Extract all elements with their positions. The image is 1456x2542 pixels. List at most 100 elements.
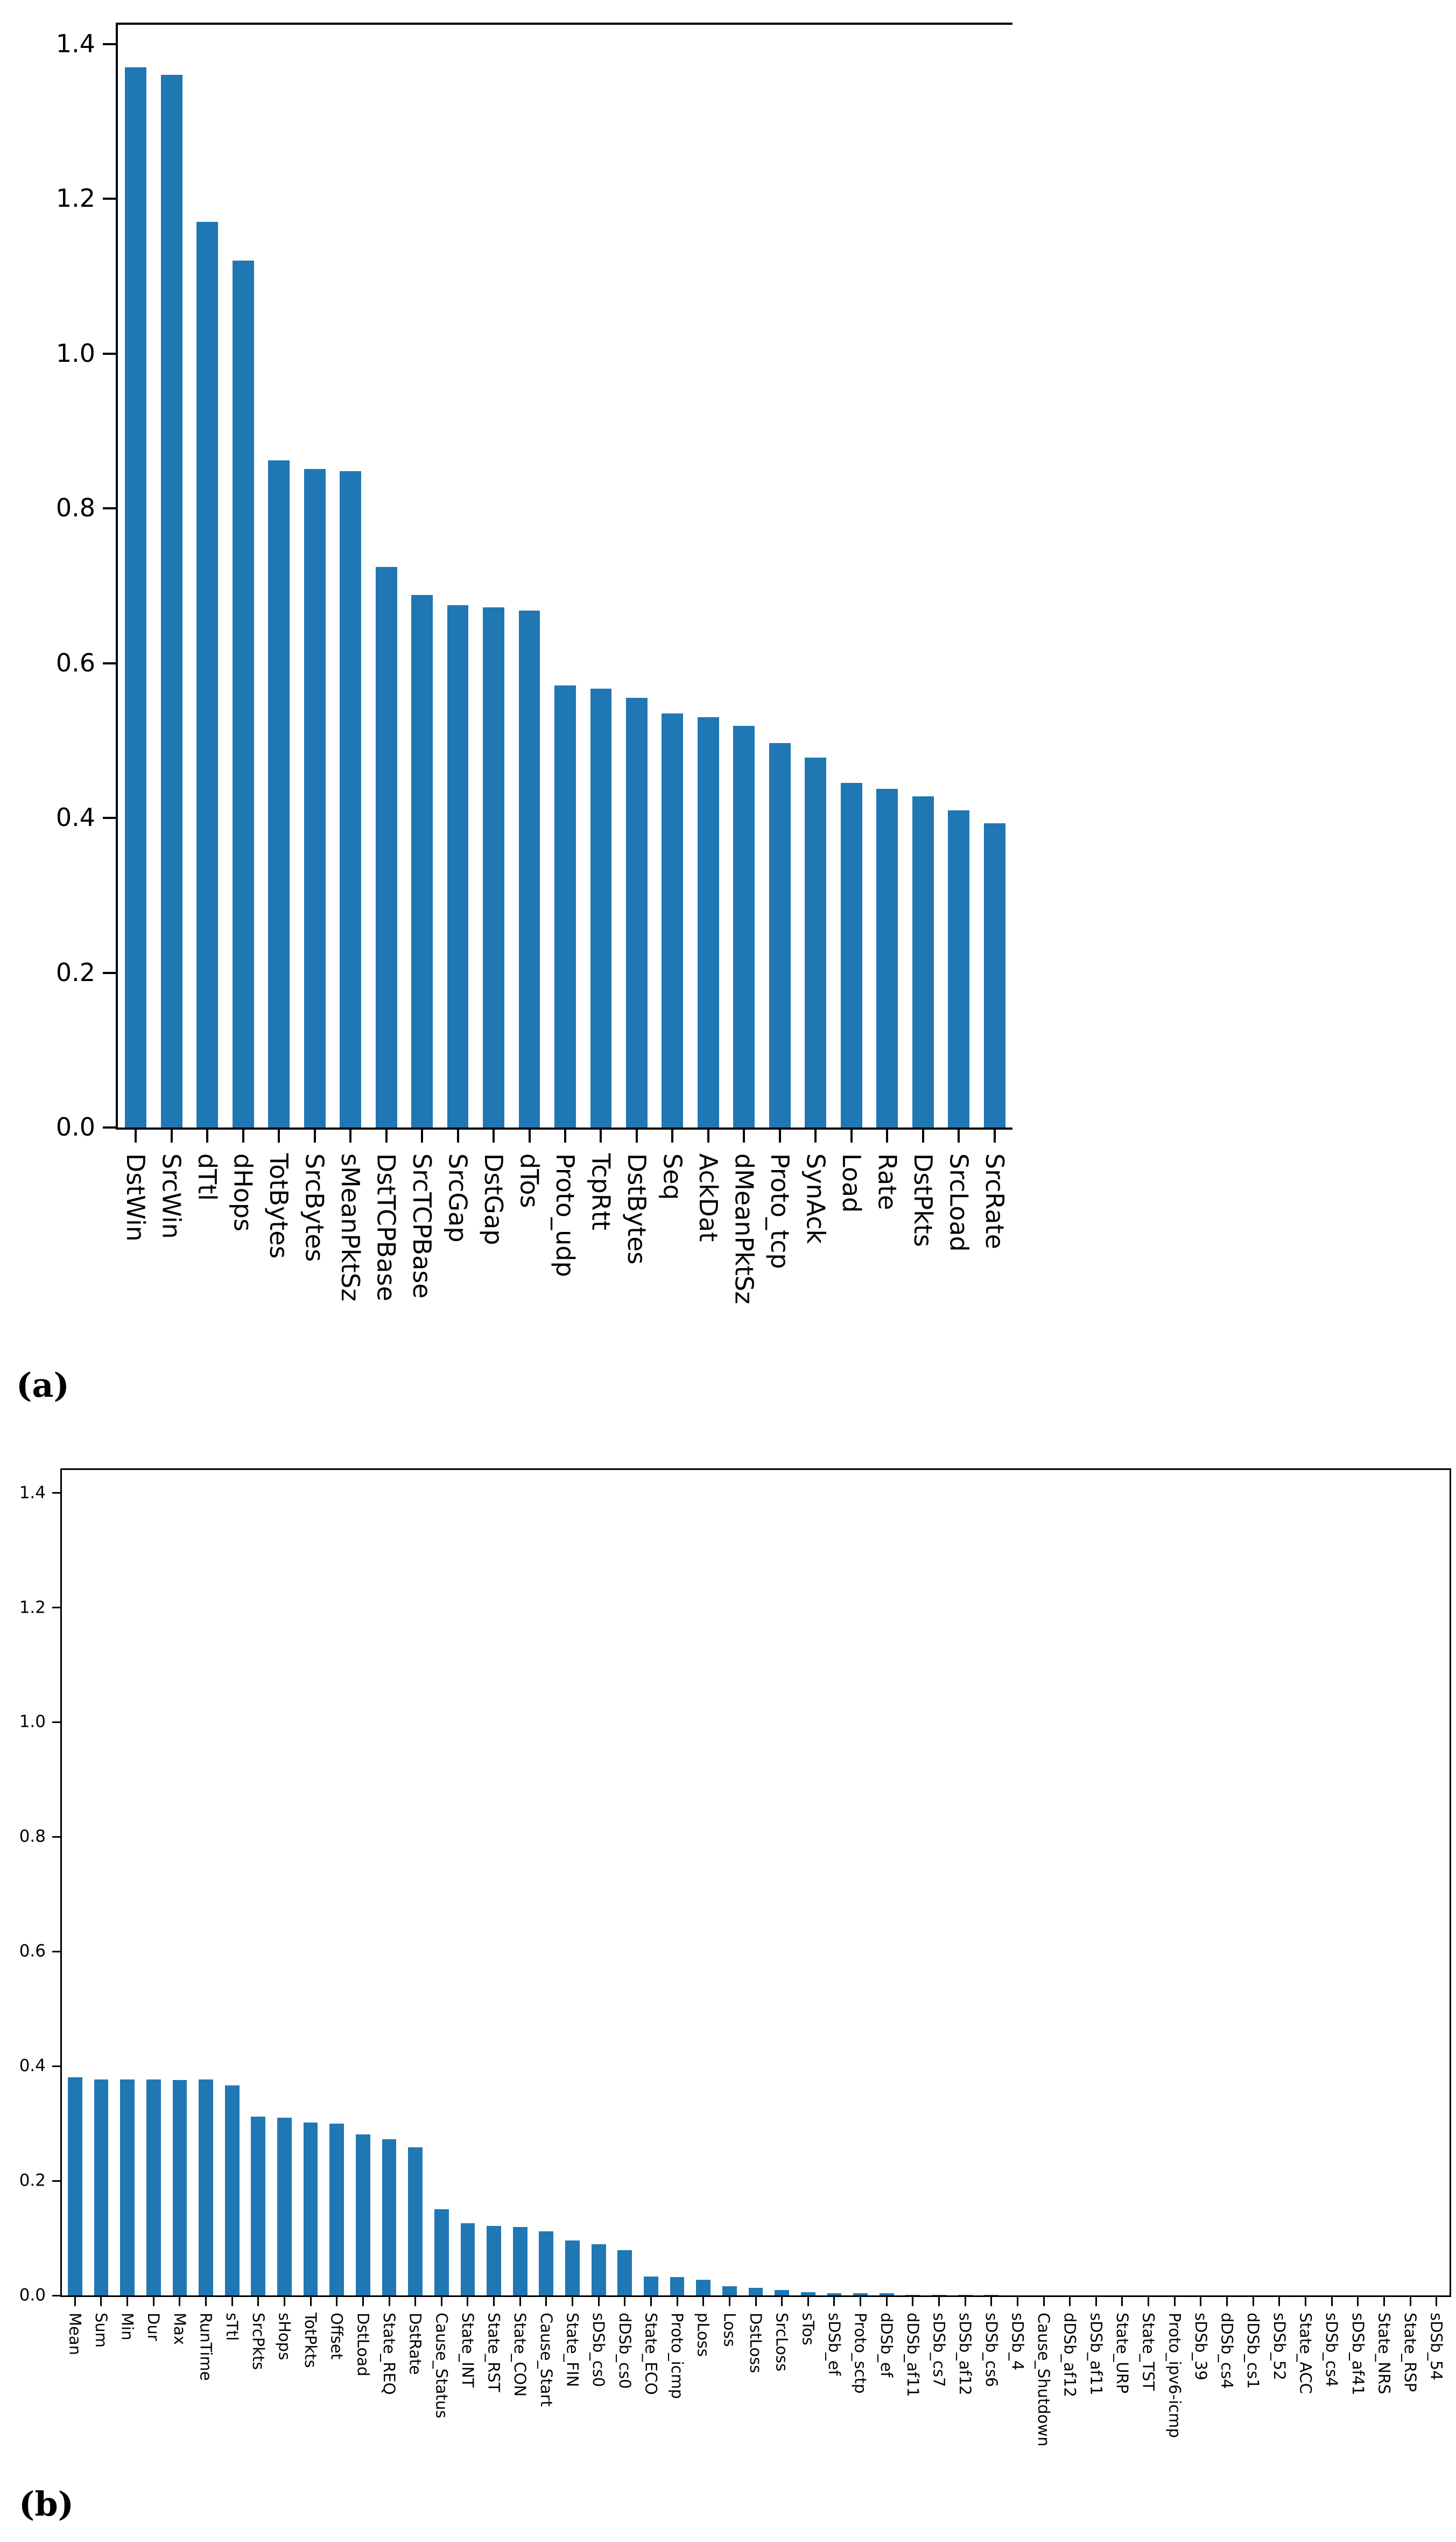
y-tick — [52, 1836, 60, 1838]
x-tick — [179, 2297, 181, 2306]
x-tick — [755, 2297, 757, 2306]
bar-sHops — [277, 2117, 292, 2295]
x-tick — [1383, 2297, 1385, 2306]
bar-Proto_sctp — [853, 2293, 868, 2295]
x-tick-label: Dur — [144, 2313, 163, 2341]
x-tick — [676, 2297, 678, 2306]
x-tick — [493, 2297, 495, 2306]
x-tick — [135, 1130, 137, 1143]
y-tick-label: 1.2 — [55, 184, 95, 213]
x-tick-label: DstLoad — [354, 2313, 372, 2377]
x-tick — [388, 2297, 390, 2306]
bar-SynAck — [805, 758, 827, 1128]
bar-Cause_Start — [539, 2231, 554, 2295]
x-tick — [152, 2297, 154, 2306]
x-tick — [242, 1130, 244, 1143]
y-tick-label: 1.4 — [55, 29, 95, 58]
x-tick-label: State_REQ — [380, 2313, 399, 2395]
x-tick-label: State_NRS — [1375, 2313, 1394, 2394]
x-tick-label: State_URP — [1113, 2313, 1131, 2394]
x-tick-label: SrcLoad — [944, 1153, 974, 1252]
bar-dTtl — [196, 222, 219, 1128]
bar-SrcLoss — [775, 2290, 789, 2295]
x-tick — [572, 2297, 573, 2306]
x-tick — [1043, 2297, 1045, 2306]
bar-State_REQ — [382, 2139, 397, 2295]
x-tick — [912, 2297, 914, 2306]
x-tick — [850, 1130, 853, 1143]
bar-Max — [172, 2079, 187, 2295]
x-tick — [958, 1130, 960, 1143]
x-tick-label: dDSb_af12 — [1060, 2313, 1079, 2397]
bar-TcpRtt — [590, 689, 612, 1128]
y-tick-label: 1.2 — [19, 1597, 46, 1617]
x-tick-label: TcpRtt — [586, 1153, 616, 1230]
caption-a: (a) — [16, 1365, 69, 1405]
x-tick — [519, 2297, 521, 2306]
y-tick — [103, 507, 116, 510]
bar-pLoss — [696, 2280, 711, 2295]
bar-AckDat — [697, 717, 719, 1128]
x-tick-label: dHops — [228, 1153, 258, 1232]
x-tick-label: SrcPkts — [249, 2313, 268, 2370]
x-tick-label: DstPkts — [908, 1153, 938, 1247]
bar-Rate — [876, 788, 898, 1128]
bar-Min — [120, 2079, 135, 2295]
x-tick-label: Min — [118, 2313, 137, 2341]
bar-Proto_icmp — [670, 2277, 685, 2295]
x-tick — [456, 1130, 459, 1143]
y-tick — [52, 2065, 60, 2067]
bar-SrcLoad — [948, 810, 970, 1128]
x-tick-label: AckDat — [693, 1153, 723, 1242]
bar-Proto_udp — [554, 685, 576, 1128]
x-tick-label: DstBytes — [622, 1153, 651, 1265]
x-tick — [283, 2297, 285, 2306]
x-tick — [545, 2297, 547, 2306]
x-tick-label: Proto_ipv6-icmp — [1165, 2313, 1184, 2438]
bar-DstLoad — [356, 2134, 370, 2295]
x-tick — [1095, 2297, 1097, 2306]
x-tick-label: TotBytes — [264, 1153, 294, 1259]
x-tick-label: Cause_Start — [537, 2313, 555, 2407]
x-tick-label: Sum — [92, 2313, 110, 2348]
x-tick — [807, 2297, 809, 2306]
y-tick-label: 0.8 — [19, 1826, 46, 1846]
x-tick — [922, 1130, 924, 1143]
x-tick — [600, 1130, 602, 1143]
x-tick — [257, 2297, 259, 2306]
y-tick-label: 0.8 — [55, 493, 95, 523]
x-tick-label: DstGap — [479, 1153, 509, 1245]
x-tick-label: sDSb_4 — [1008, 2313, 1027, 2371]
x-tick-label: dDSb_cs0 — [615, 2313, 634, 2389]
x-tick-label: Proto_tcp — [765, 1153, 794, 1269]
y-tick — [103, 198, 116, 200]
y-tick — [103, 662, 116, 664]
x-tick — [74, 2297, 76, 2306]
bar-State_ECO — [644, 2276, 658, 2295]
y-tick-label: 1.0 — [19, 1712, 46, 1732]
y-tick — [103, 43, 116, 45]
x-tick-label: SrcTCPBase — [407, 1153, 437, 1299]
x-tick-label: dDSb_cs1 — [1244, 2313, 1263, 2389]
x-tick — [349, 1130, 352, 1143]
x-tick-label: Offset — [327, 2313, 346, 2360]
bar-State_CON — [512, 2227, 527, 2295]
y-tick — [103, 352, 116, 355]
x-tick-label: DstLoss — [747, 2313, 765, 2373]
x-tick — [414, 2297, 417, 2306]
x-tick — [1357, 2297, 1359, 2306]
x-tick-label: Cause_Shutdown — [1035, 2313, 1053, 2447]
x-tick-label: SrcLoss — [772, 2313, 791, 2372]
x-tick-label: dTtl — [193, 1153, 222, 1201]
bar-Proto_tcp — [769, 743, 791, 1128]
x-tick — [1278, 2297, 1281, 2306]
bar-RunTime — [199, 2079, 213, 2295]
x-tick — [743, 1130, 745, 1143]
y-tick-label: 0.4 — [55, 803, 95, 832]
x-tick-label: Max — [170, 2313, 189, 2345]
x-tick-label: State_FIN — [563, 2313, 582, 2387]
x-tick — [493, 1130, 495, 1143]
bar-DstLoss — [748, 2288, 763, 2295]
x-tick-label: State_ACC — [1296, 2313, 1315, 2394]
x-tick — [635, 1130, 638, 1143]
